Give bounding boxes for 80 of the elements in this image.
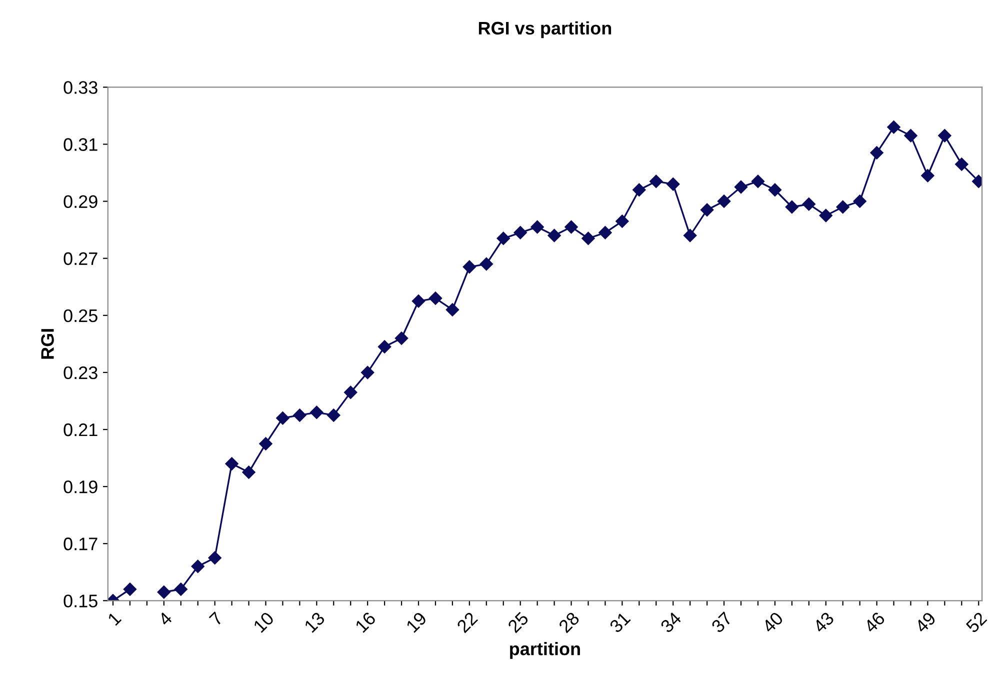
x-tick-label: 28: [558, 611, 580, 634]
x-tick-label: 31: [608, 611, 631, 634]
point: [293, 408, 306, 422]
point: [344, 386, 358, 400]
point: [259, 437, 272, 450]
point: [955, 158, 968, 171]
x-tick-label: 1: [107, 611, 122, 626]
point: [208, 551, 222, 564]
point: [412, 294, 426, 308]
point: [530, 220, 544, 234]
y-tick-label: 0.21: [64, 423, 98, 436]
point: [123, 582, 137, 596]
point: [650, 174, 663, 188]
x-tick-label: 52: [965, 611, 988, 634]
point: [548, 228, 561, 242]
point: [191, 560, 204, 574]
x-axis-title: partition: [510, 642, 580, 659]
y-tick-label: 0.15: [64, 594, 98, 608]
point: [462, 260, 476, 274]
point: [887, 120, 900, 134]
x-tick-label: 34: [660, 611, 682, 634]
point: [938, 129, 952, 142]
point: [836, 200, 850, 214]
point: [598, 226, 612, 240]
y-tick-label: 0.29: [64, 195, 98, 208]
point: [870, 146, 884, 160]
x-tick-label: 13: [304, 611, 326, 633]
point: [225, 457, 238, 470]
y-tick-label: 0.31: [64, 138, 98, 151]
point: [904, 129, 918, 142]
point: [496, 232, 510, 245]
point: [378, 340, 392, 354]
point: [785, 200, 799, 214]
point: [802, 198, 816, 211]
x-tick-label: 4: [158, 611, 173, 626]
point: [819, 208, 832, 222]
x-tick-label: 10: [252, 611, 275, 633]
x-tick-label: 7: [208, 611, 224, 626]
point: [683, 228, 697, 242]
point: [360, 366, 374, 380]
x-tick-label: 37: [710, 611, 733, 634]
point: [921, 169, 934, 182]
point: [428, 292, 442, 305]
x-tick-label: 40: [761, 611, 784, 634]
point: [564, 220, 578, 234]
chart-title: RGI vs partition: [478, 21, 612, 38]
point: [394, 332, 408, 345]
point: [157, 586, 170, 599]
point: [751, 174, 765, 188]
x-tick-label: 46: [863, 611, 886, 634]
point: [310, 406, 324, 419]
x-tick-label: 25: [507, 611, 530, 634]
x-tick-label: 19: [406, 611, 428, 633]
point: [327, 408, 340, 422]
point: [242, 466, 256, 479]
point: [480, 257, 493, 271]
point: [632, 183, 646, 196]
point: [734, 180, 748, 194]
point: [616, 214, 629, 228]
point: [276, 412, 290, 425]
point: [174, 582, 188, 596]
y-tick-label: 0.19: [64, 480, 98, 494]
point: [700, 203, 714, 216]
point: [446, 303, 460, 316]
point: [582, 232, 595, 245]
x-tick-label: 22: [456, 611, 478, 634]
y-tick-label: 0.23: [64, 366, 98, 380]
x-tick-label: 49: [914, 611, 936, 634]
y-tick-label: 0.25: [64, 309, 98, 322]
y-tick-label: 0.27: [64, 252, 98, 266]
y-tick-label: 0.33: [64, 81, 98, 94]
y-axis-title: RGI: [41, 329, 54, 359]
point: [514, 226, 527, 240]
x-tick-label: 43: [812, 611, 835, 634]
point: [853, 194, 866, 208]
point: [666, 178, 680, 191]
y-tick-label: 0.17: [64, 538, 98, 550]
x-tick-label: 16: [354, 611, 376, 633]
point: [717, 194, 731, 208]
point: [768, 183, 782, 196]
